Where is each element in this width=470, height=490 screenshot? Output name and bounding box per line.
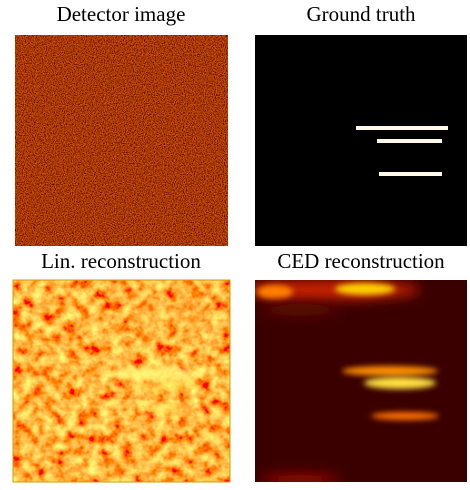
ced-reconstruction-image [240, 280, 467, 484]
panel-title: Lin. reconstruction [41, 249, 201, 273]
detector-image [15, 35, 228, 246]
panel-title: Ground truth [306, 2, 416, 26]
figure: Detector image Ground truth Lin. reconst… [0, 0, 470, 485]
panel-title: Detector image [57, 2, 186, 26]
panel-title: CED reconstruction [277, 249, 445, 273]
ground-truth-image [255, 35, 467, 246]
lin-reconstruction-image [13, 280, 230, 482]
